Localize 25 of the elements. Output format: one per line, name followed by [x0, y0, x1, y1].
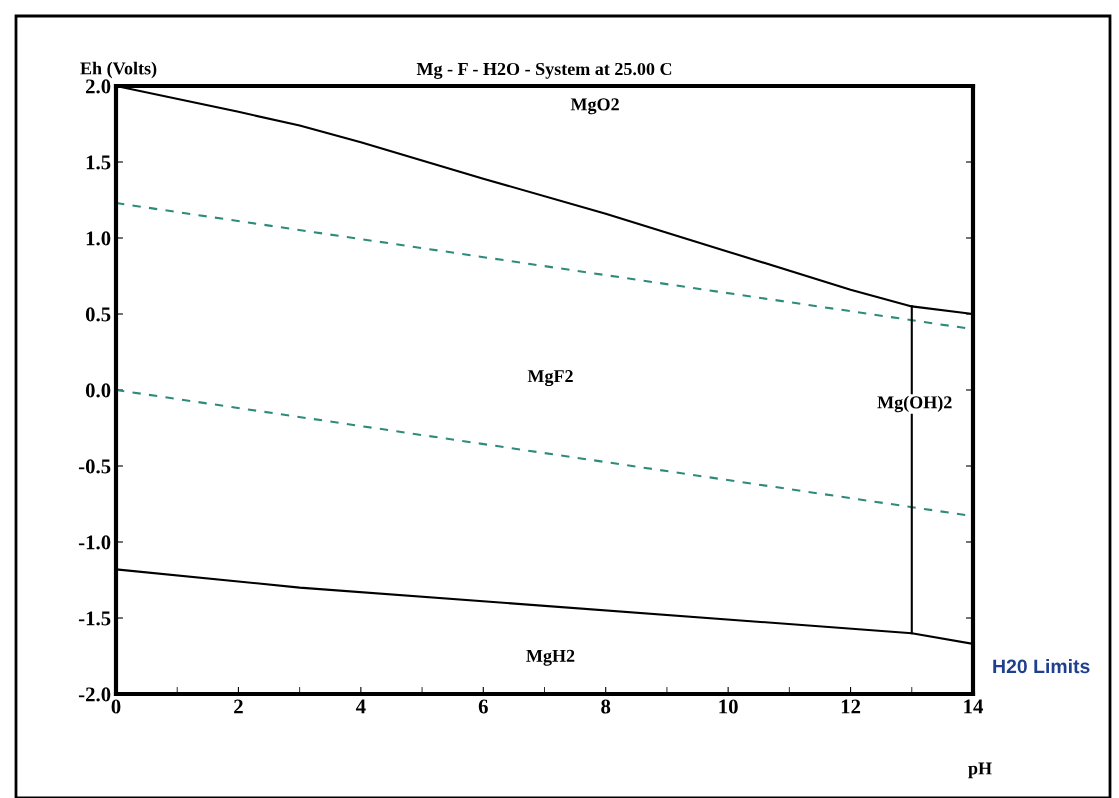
x-axis-title: pH: [968, 762, 992, 779]
x-tick-label: 2: [234, 699, 243, 714]
annotation: MgF2: [527, 370, 573, 387]
x-tick-label: 14: [964, 699, 984, 714]
annotation: Mg(OH)2: [877, 395, 952, 413]
text: H20 Limits: [993, 658, 1090, 674]
chart-title: Mg - F - H2O - System at 25.00 C: [416, 62, 672, 79]
annotation: MgH2: [526, 649, 575, 666]
y-axis-title: Eh (Volts): [80, 61, 157, 79]
x-tick-label: 8: [601, 699, 611, 714]
x-tick-label: 10: [719, 699, 738, 714]
y-tick-label: -2.0: [78, 687, 111, 702]
annotation: MgO2: [570, 98, 619, 115]
y-tick-label: 1.5: [86, 155, 111, 170]
y-tick-label: 0.5: [85, 307, 111, 322]
x-tick-label: 4: [355, 699, 366, 714]
x-tick-label: 0: [111, 699, 121, 714]
y-tick-label: 2.0: [85, 79, 111, 94]
y-tick-label: -0.5: [78, 459, 111, 474]
y-tick-label: -1.5: [78, 611, 111, 626]
y-tick-label: 1.0: [86, 231, 111, 246]
y-tick-label: 0.0: [85, 383, 111, 398]
x-tick-label: 12: [841, 699, 861, 714]
x-tick-label: 6: [478, 699, 488, 714]
y-tick-label: -1.0: [78, 535, 111, 550]
